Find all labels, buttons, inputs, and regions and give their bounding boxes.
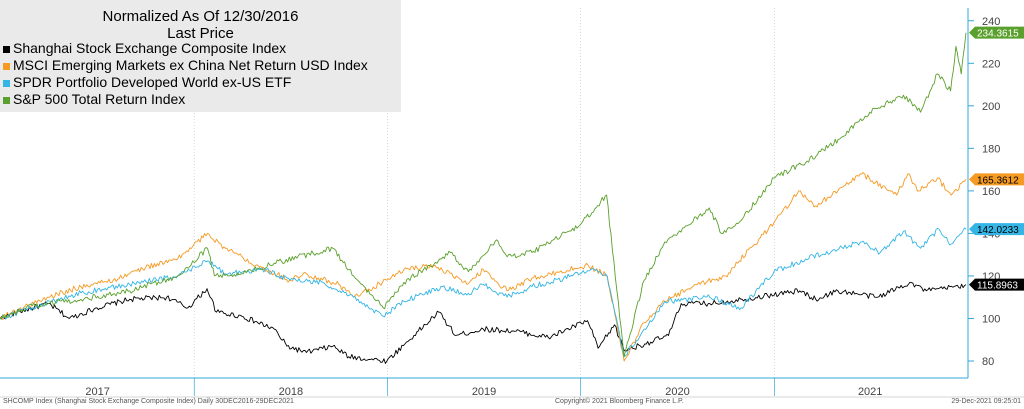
- legend-label: SPDR Portfolio Developed World ex-US ETF: [13, 74, 292, 90]
- last-value-label: 115.8963: [969, 278, 1024, 292]
- last-value-text: 234.3615: [977, 29, 1019, 40]
- y-tick-label: 180: [982, 143, 1000, 155]
- x-tick-label: 2018: [279, 386, 303, 398]
- last-value-text: 115.8963: [977, 281, 1018, 292]
- last-value-text: 165.3612: [977, 175, 1019, 186]
- last-value-label: 165.3612: [969, 173, 1024, 186]
- chart-subtitle: Last Price: [167, 25, 234, 42]
- last-value-tag: [969, 26, 1024, 39]
- legend-label: Shanghai Stock Exchange Composite Index: [13, 40, 287, 56]
- series-line: [0, 172, 967, 362]
- y-tick-label: 100: [982, 313, 1000, 325]
- x-axis-ticks: 2017 2018 2019 2020 2021: [85, 378, 882, 398]
- legend: Normalized As Of 12/30/2016 Last Price S…: [0, 0, 401, 112]
- series-line: [0, 281, 967, 364]
- footer-timestamp: 29-Dec-2021 09:25:01: [951, 398, 1021, 405]
- y-tick-label: 220: [982, 58, 1000, 70]
- footer-source: SHCOMP Index (Shanghai Stock Exchange Co…: [3, 398, 294, 405]
- last-value-text: 142.0233: [977, 225, 1019, 236]
- legend-swatch: [3, 96, 10, 104]
- last-value-tag: [969, 223, 1024, 236]
- legend-item-spdr: SPDR Portfolio Developed World ex-US ETF: [3, 74, 291, 90]
- legend-swatch: [3, 62, 10, 70]
- legend-label: MSCI Emerging Markets ex China Net Retur…: [13, 57, 368, 73]
- legend-label: S&P 500 Total Return Index: [13, 91, 186, 107]
- y-tick-label: 80: [982, 356, 994, 368]
- legend-item-shanghai: Shanghai Stock Exchange Composite Index: [3, 40, 286, 56]
- legend-swatch: [3, 45, 10, 53]
- series-lines: [0, 32, 967, 364]
- chart-title: Normalized As Of 12/30/2016: [102, 8, 299, 25]
- last-value-tag: [969, 278, 1024, 291]
- footer-copyright: Copyright© 2021 Bloomberg Finance L.P.: [555, 398, 684, 405]
- y-tick-label: 200: [982, 101, 1000, 113]
- legend-item-sp500: S&P 500 Total Return Index: [3, 91, 185, 107]
- y-axis-ticks: 80100120140160180200220240: [968, 16, 1000, 368]
- x-tick-label: 2020: [665, 386, 689, 398]
- x-tick-label: 2019: [472, 386, 496, 398]
- y-tick-label: 240: [982, 16, 1000, 28]
- x-tick-label: 2017: [85, 386, 109, 398]
- legend-item-msci: MSCI Emerging Markets ex China Net Retur…: [3, 57, 368, 73]
- series-line: [0, 32, 967, 358]
- x-tick-label: 2021: [858, 386, 882, 398]
- series-line: [0, 227, 967, 358]
- y-tick-label: 160: [982, 186, 1000, 198]
- last-value-tag: [969, 173, 1024, 186]
- last-value-label: 142.0233: [969, 223, 1024, 236]
- last-value-label: 234.3615: [969, 26, 1024, 40]
- last-value-labels: 115.8963 165.3612 142.0233 234.3615: [969, 26, 1024, 292]
- legend-swatch: [3, 79, 10, 87]
